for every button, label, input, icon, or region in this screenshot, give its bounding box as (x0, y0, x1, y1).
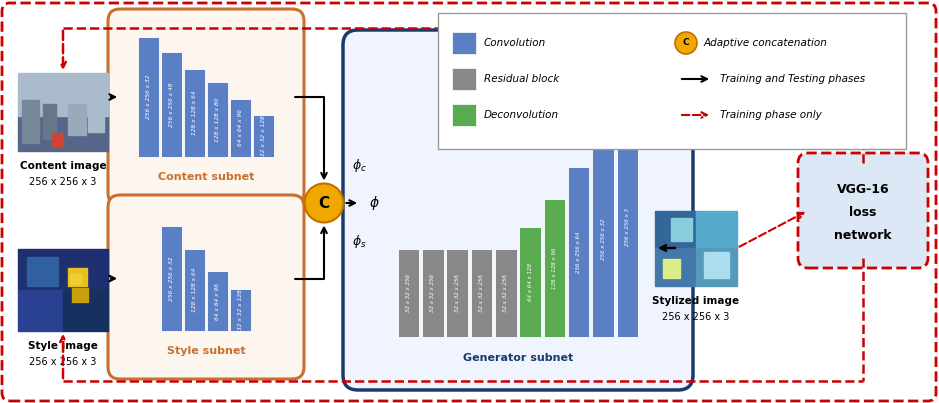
Circle shape (675, 32, 697, 54)
Bar (230, 289, 251, 331)
Text: Training phase only: Training phase only (720, 110, 822, 120)
Bar (18, 249, 108, 331)
Text: 256 x 256 x 3: 256 x 256 x 3 (662, 312, 730, 322)
Bar (53, 133, 63, 147)
Bar (655, 210, 737, 285)
Bar (704, 252, 729, 278)
Text: Adaptive concatenation: Adaptive concatenation (704, 38, 828, 48)
Text: 256 x 256 x 64: 256 x 256 x 64 (577, 231, 581, 273)
Bar (43, 104, 55, 139)
Text: 64 x 64 x 96: 64 x 64 x 96 (215, 283, 220, 320)
Text: 256 x 256 x 3: 256 x 256 x 3 (624, 208, 630, 246)
Text: Content image: Content image (20, 161, 106, 171)
Bar (208, 271, 228, 331)
Bar (18, 116, 108, 151)
Bar (696, 210, 737, 248)
Text: 64 x 64 x 128: 64 x 64 x 128 (528, 263, 532, 301)
Text: 256 x 256 x 32: 256 x 256 x 32 (146, 75, 151, 119)
Circle shape (304, 183, 344, 222)
Bar (70, 274, 81, 284)
Bar (88, 104, 104, 131)
Bar (27, 257, 58, 286)
Text: 32 x 32 x 256: 32 x 32 x 256 (454, 274, 460, 312)
Text: loss: loss (849, 206, 877, 219)
Text: Residual block: Residual block (484, 74, 560, 84)
Bar (544, 199, 565, 337)
Bar (696, 248, 737, 285)
Bar (398, 249, 420, 337)
Bar (423, 249, 444, 337)
Text: C: C (683, 39, 689, 48)
Text: 128 x 128 x 64: 128 x 128 x 64 (192, 268, 197, 312)
Bar (254, 115, 274, 157)
Bar (18, 249, 108, 290)
Text: 256 x 256 x 3: 256 x 256 x 3 (29, 357, 97, 367)
Text: Generator subnet: Generator subnet (463, 353, 573, 363)
FancyBboxPatch shape (108, 9, 304, 205)
Bar (184, 249, 205, 331)
Text: 256 x 256 x 32: 256 x 256 x 32 (601, 219, 606, 260)
Bar (162, 52, 182, 157)
Text: 32 x 32 x 256: 32 x 32 x 256 (407, 274, 411, 312)
Bar (162, 226, 182, 331)
Bar (452, 104, 476, 126)
Bar (568, 167, 590, 337)
Text: 128 x 128 x 96: 128 x 128 x 96 (552, 247, 557, 289)
Bar (184, 69, 205, 157)
Bar (72, 287, 88, 302)
Text: $\phi$: $\phi$ (369, 194, 379, 212)
Bar (452, 68, 476, 90)
Bar (18, 290, 63, 331)
Text: 256 x 256 x 48: 256 x 256 x 48 (169, 82, 174, 127)
Text: 32 x 32 x 256: 32 x 32 x 256 (430, 274, 436, 312)
FancyBboxPatch shape (438, 13, 906, 149)
Bar (452, 32, 476, 54)
Bar (63, 290, 108, 331)
Text: 32 x 32 x 128: 32 x 32 x 128 (261, 116, 266, 156)
Text: Content subnet: Content subnet (158, 172, 254, 182)
Bar (663, 259, 680, 278)
Text: $\phi_s$: $\phi_s$ (352, 233, 366, 249)
Bar (617, 117, 639, 337)
Bar (23, 100, 38, 143)
Bar (230, 99, 251, 157)
Text: 128 x 128 x 64: 128 x 128 x 64 (192, 91, 197, 135)
Bar (655, 210, 696, 248)
Text: 32 x 32 x 256: 32 x 32 x 256 (503, 274, 508, 312)
Text: $\phi_c$: $\phi_c$ (352, 156, 367, 174)
Bar (671, 218, 692, 241)
Text: VGG-16: VGG-16 (837, 183, 889, 196)
Text: 64 x 64 x 96: 64 x 64 x 96 (238, 110, 243, 147)
Text: network: network (834, 229, 892, 242)
Text: Convolution: Convolution (484, 38, 546, 48)
FancyBboxPatch shape (343, 30, 693, 390)
Bar (495, 249, 516, 337)
Bar (593, 142, 614, 337)
Bar (68, 268, 87, 286)
Bar (18, 73, 108, 151)
Bar (447, 249, 468, 337)
Text: 256 x 256 x 32: 256 x 256 x 32 (169, 256, 174, 301)
FancyBboxPatch shape (108, 195, 304, 379)
FancyBboxPatch shape (798, 153, 928, 268)
Text: Style image: Style image (28, 341, 98, 351)
Text: Deconvolution: Deconvolution (484, 110, 559, 120)
Bar (68, 104, 85, 135)
Bar (519, 227, 541, 337)
Text: 256 x 256 x 3: 256 x 256 x 3 (29, 177, 97, 187)
Bar (18, 73, 108, 116)
Text: Style subnet: Style subnet (167, 346, 245, 356)
Bar (470, 249, 492, 337)
Bar (655, 248, 696, 285)
Text: C: C (318, 195, 330, 210)
Text: 32 x 32 x 128: 32 x 32 x 128 (238, 290, 243, 330)
Text: 32 x 32 x 256: 32 x 32 x 256 (479, 274, 484, 312)
Bar (138, 37, 159, 157)
Bar (208, 82, 228, 157)
Text: Training and Testing phases: Training and Testing phases (720, 74, 865, 84)
Text: 128 x 128 x 80: 128 x 128 x 80 (215, 97, 220, 142)
Text: Stylized image: Stylized image (653, 295, 740, 305)
